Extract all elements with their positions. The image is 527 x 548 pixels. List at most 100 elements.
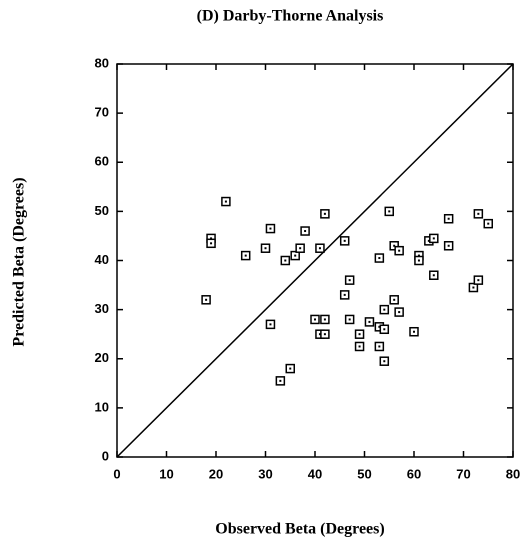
marker	[447, 217, 450, 220]
point	[290, 250, 300, 261]
marker	[398, 311, 401, 314]
marker	[417, 254, 420, 257]
point	[240, 250, 251, 261]
marker	[269, 323, 272, 326]
marker	[210, 242, 213, 245]
marker	[269, 227, 272, 230]
marker	[388, 210, 391, 213]
marker	[487, 222, 490, 225]
point	[310, 314, 320, 325]
marker	[294, 254, 297, 257]
point	[320, 314, 330, 325]
y-tick-label: 60	[95, 154, 109, 169]
marker	[358, 345, 361, 348]
point	[260, 243, 271, 253]
marker	[314, 318, 316, 321]
x-axis-label: Observed Beta (Degrees)	[215, 521, 384, 538]
marker	[447, 244, 450, 247]
point	[443, 213, 454, 224]
point	[265, 319, 276, 330]
marker	[289, 367, 292, 370]
marker	[224, 200, 227, 203]
marker	[368, 320, 371, 323]
point	[354, 329, 365, 339]
marker	[304, 230, 307, 233]
marker	[210, 237, 213, 240]
chart-title: (D) Darby-Thorne Analysis	[197, 8, 384, 25]
point	[206, 238, 216, 249]
marker	[318, 333, 321, 336]
marker	[472, 286, 475, 289]
point	[379, 356, 390, 366]
point	[379, 304, 390, 315]
y-tick-label: 50	[95, 203, 109, 218]
marker	[398, 249, 401, 252]
point	[389, 241, 399, 251]
point	[473, 275, 484, 285]
marker	[205, 298, 208, 301]
point	[300, 226, 310, 236]
point	[354, 341, 365, 352]
point	[320, 209, 330, 219]
point	[275, 376, 286, 386]
marker	[279, 379, 282, 382]
point	[374, 341, 385, 352]
y-tick-label: 40	[95, 252, 109, 267]
marker	[318, 247, 321, 250]
marker	[383, 308, 386, 311]
marker	[378, 345, 381, 348]
point	[389, 295, 399, 305]
x-tick-label: 30	[258, 466, 272, 481]
marker	[348, 279, 351, 282]
marker	[323, 333, 326, 336]
point	[468, 282, 479, 293]
point	[315, 243, 325, 253]
point	[364, 317, 375, 327]
marker	[244, 254, 247, 257]
point	[344, 314, 355, 325]
point	[201, 295, 211, 305]
x-tick-label: 70	[456, 466, 470, 481]
point	[394, 245, 404, 256]
x-tick-label: 80	[506, 466, 520, 481]
point	[414, 255, 424, 266]
x-tick-label: 40	[308, 466, 322, 481]
point	[409, 326, 419, 337]
point	[339, 290, 350, 300]
point	[320, 329, 330, 339]
x-tick-label: 50	[357, 466, 371, 481]
diagonal	[116, 63, 514, 458]
x-tick-label: 20	[209, 466, 223, 481]
marker	[417, 259, 420, 262]
point	[295, 243, 305, 253]
point	[265, 223, 276, 234]
point	[280, 255, 291, 266]
marker	[323, 212, 326, 215]
y-tick-label: 20	[95, 350, 109, 365]
marker	[378, 325, 381, 328]
marker	[378, 257, 381, 260]
y-tick-label: 0	[102, 448, 109, 463]
marker	[413, 330, 415, 333]
y-tick-label: 10	[95, 399, 109, 414]
point	[429, 233, 439, 244]
y-tick-label: 70	[95, 105, 109, 120]
y-tick-label: 30	[95, 301, 109, 316]
marker	[477, 279, 480, 282]
x-tick-label: 0	[113, 466, 120, 481]
marker	[358, 333, 361, 336]
marker	[383, 328, 386, 331]
point	[394, 307, 404, 317]
marker	[477, 212, 480, 215]
marker	[284, 259, 287, 262]
point	[483, 218, 493, 229]
point	[384, 206, 394, 217]
point	[443, 241, 454, 251]
marker	[299, 247, 302, 250]
marker	[393, 298, 396, 301]
x-tick-label: 10	[159, 466, 173, 481]
marker	[393, 244, 396, 247]
marker	[427, 239, 430, 242]
marker	[348, 318, 351, 321]
